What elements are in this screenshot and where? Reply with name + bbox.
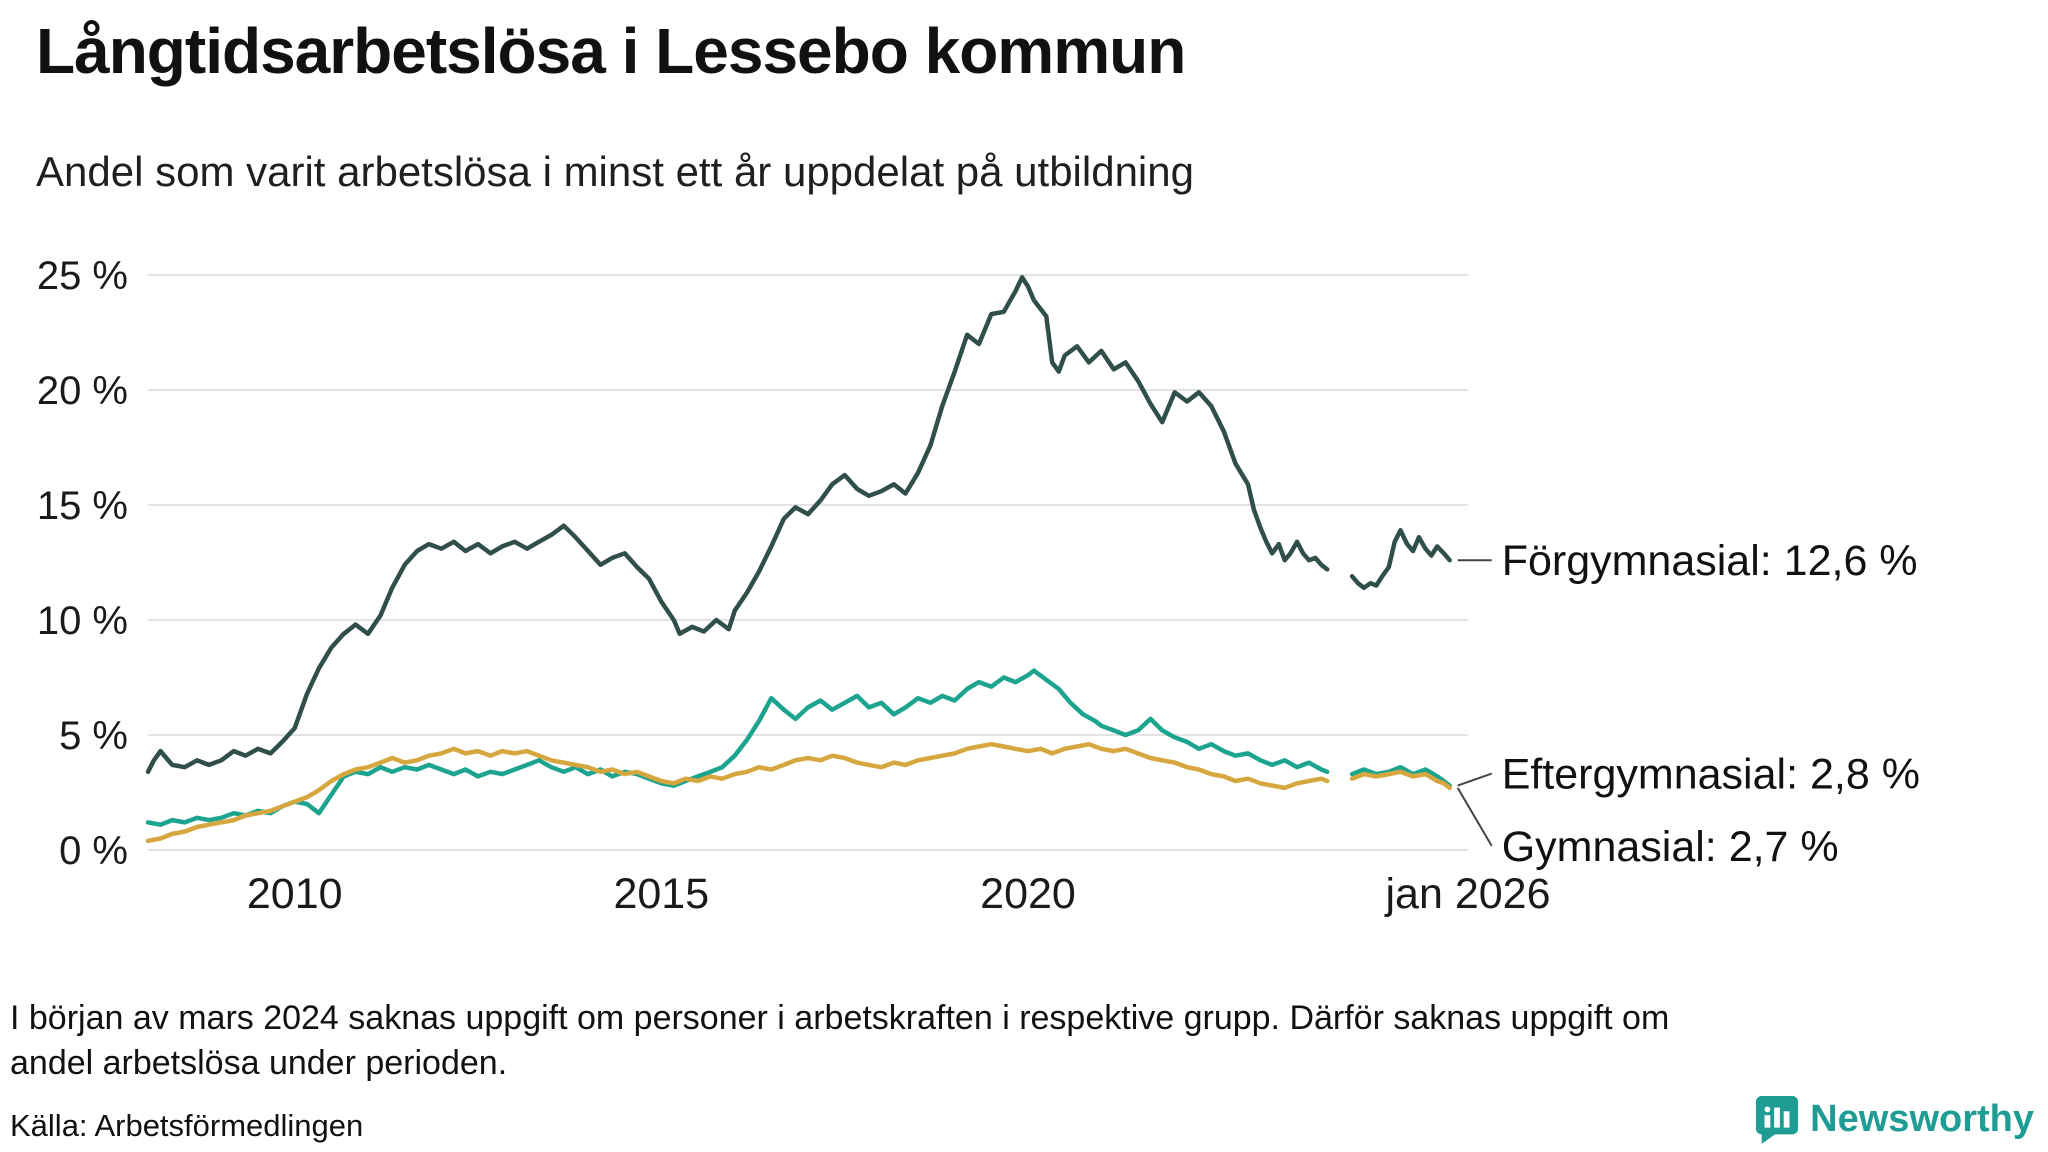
- y-tick-label: 10 %: [37, 599, 128, 643]
- x-tick-label: jan 2026: [1384, 870, 1551, 918]
- x-tick-label: 2020: [980, 870, 1076, 918]
- newsworthy-logo: Newsworthy: [1754, 1094, 2034, 1144]
- newsworthy-icon: [1756, 1096, 1799, 1144]
- line-chart: 0 % 5 % 10 % 15 % 20 % 25 % 2010 2015 2020 jan 20…: [37, 254, 1920, 918]
- series-end-label-eftergymnasial: Eftergymnasial: 2,8 %: [1502, 751, 1920, 799]
- end-label-connector-eftergymnasial: [1457, 772, 1493, 787]
- y-tick-label: 0 %: [59, 829, 128, 873]
- x-tick-label: 2010: [247, 870, 343, 918]
- y-tick-label: 5 %: [59, 714, 128, 758]
- end-label-connector-gymnasial: [1456, 787, 1493, 847]
- series-line-gymnasial: [145, 741, 1330, 844]
- y-tick-label: 15 %: [37, 484, 128, 528]
- y-tick-label: 25 %: [37, 254, 128, 298]
- chart-title: Långtidsarbetslösa i Lessebo kommun: [36, 15, 1186, 87]
- series-line-gymnasial: [1349, 769, 1452, 791]
- series-line-eftergymnasial: [1349, 764, 1452, 788]
- footnote-line-1: I början av mars 2024 saknas uppgift om …: [10, 999, 1670, 1037]
- footnote-line-2: andel arbetslösa under perioden.: [10, 1043, 508, 1082]
- logo-bar-3: [1783, 1111, 1790, 1128]
- series-line-forgymnasial: [1349, 528, 1452, 591]
- series-line-eftergymnasial: [145, 668, 1330, 827]
- newsworthy-wordmark: Newsworthy: [1810, 1097, 2034, 1140]
- logo-dot: [1764, 1106, 1771, 1113]
- logo-bar-1: [1764, 1115, 1771, 1128]
- chart-subtitle: Andel som varit arbetslösa i minst ett å…: [36, 148, 1194, 195]
- series-end-label-forgymnasial: Förgymnasial: 12,6 %: [1502, 537, 1918, 585]
- source-text: Källa: Arbetsförmedlingen: [10, 1108, 364, 1143]
- series-line-forgymnasial: [145, 275, 1330, 775]
- x-tick-label: 2015: [613, 870, 709, 918]
- series-end-label-gymnasial: Gymnasial: 2,7 %: [1502, 823, 1839, 871]
- footnote: I början av mars 2024 saknas uppgift om …: [10, 996, 1669, 1086]
- y-tick-label: 20 %: [37, 369, 128, 413]
- logo-bar-2: [1774, 1107, 1781, 1128]
